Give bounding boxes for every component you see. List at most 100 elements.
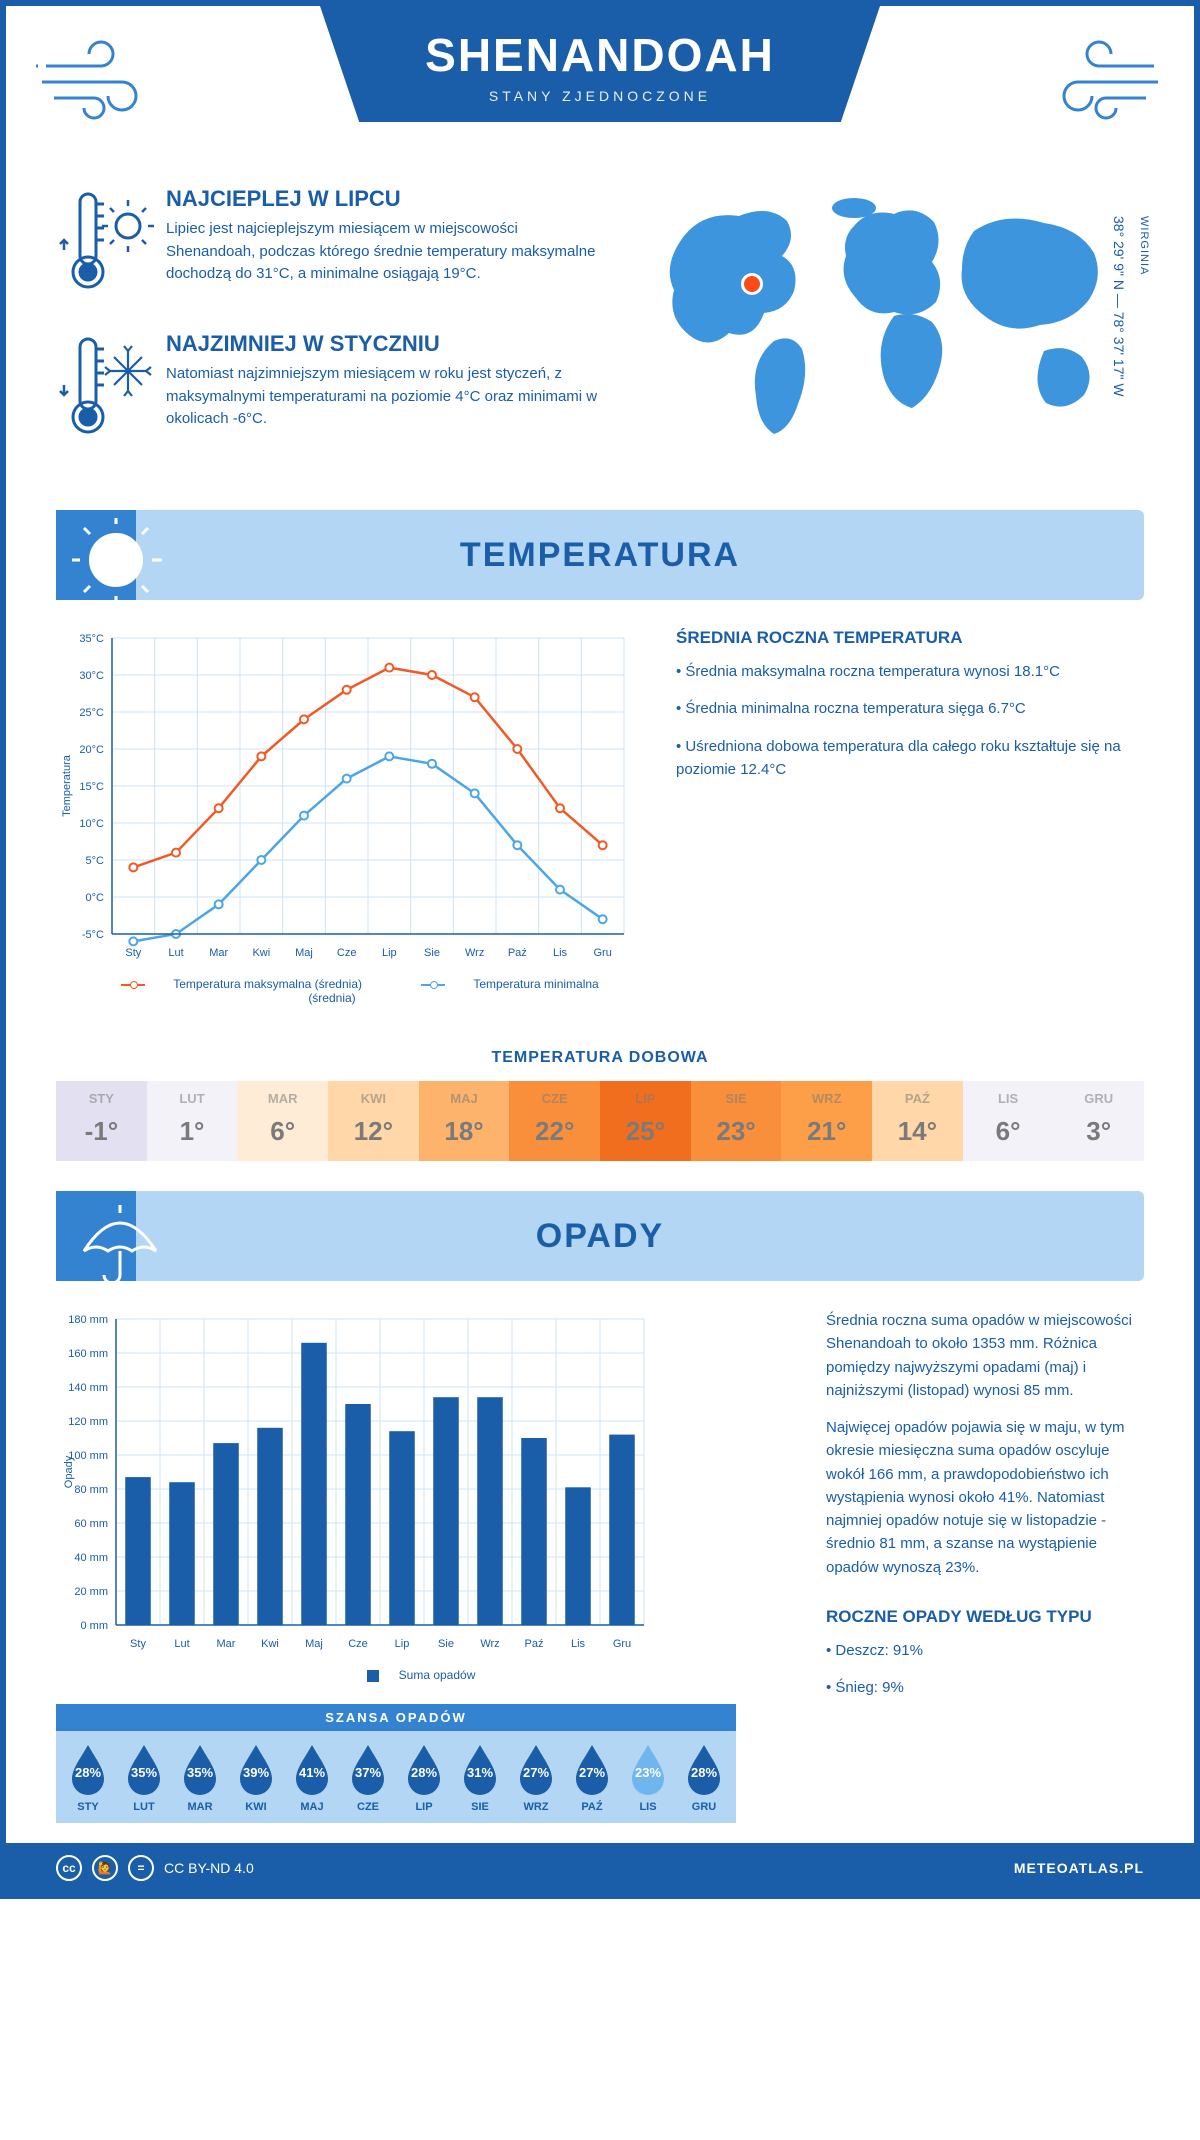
nd-icon: =: [128, 1855, 154, 1881]
temperature-summary: ŚREDNIA ROCZNA TEMPERATURA • Średnia mak…: [636, 628, 1144, 1005]
umbrella-icon: [70, 1199, 170, 1289]
svg-text:Kwi: Kwi: [252, 947, 270, 959]
svg-text:35°C: 35°C: [79, 633, 104, 645]
svg-text:Lis: Lis: [553, 947, 568, 959]
daily-temp-cell: CZE22°: [509, 1081, 600, 1161]
precip-summary: Średnia roczna suma opadów w miejscowośc…: [786, 1309, 1144, 1823]
svg-text:180 mm: 180 mm: [68, 1314, 108, 1326]
svg-text:Wrz: Wrz: [480, 1638, 499, 1650]
svg-text:Kwi: Kwi: [261, 1638, 279, 1650]
chart-legend: Suma opadów: [56, 1668, 786, 1682]
svg-text:40 mm: 40 mm: [74, 1552, 108, 1564]
svg-text:Cze: Cze: [348, 1638, 368, 1650]
svg-text:Gru: Gru: [613, 1638, 631, 1650]
rain-chance-cell: 39% KWI: [228, 1743, 284, 1813]
svg-text:Sty: Sty: [130, 1638, 146, 1650]
footer: cc 🙋 = CC BY-ND 4.0 METEOATLAS.PL: [6, 1843, 1194, 1893]
svg-text:10°C: 10°C: [79, 818, 104, 830]
rain-chance-cell: 27% WRZ: [508, 1743, 564, 1813]
page-subtitle: STANY ZJEDNOCZONE: [320, 88, 880, 104]
fact-hot: NAJCIEPLEJ W LIPCU Lipiec jest najcieple…: [56, 186, 604, 301]
cc-icon: cc: [56, 1855, 82, 1881]
rain-chance-band: SZANSA OPADÓW 28% STY 35% LUT 35% MAR 39…: [56, 1704, 736, 1823]
daily-temp-cell: PAŹ14°: [872, 1081, 963, 1161]
rain-chance-cell: 37% CZE: [340, 1743, 396, 1813]
rain-chance-cell: 35% MAR: [172, 1743, 228, 1813]
daily-temp-cell: LUT1°: [147, 1081, 238, 1161]
wind-icon: [36, 36, 156, 131]
svg-text:0 mm: 0 mm: [81, 1620, 109, 1632]
license-text: CC BY-ND 4.0: [164, 1860, 254, 1876]
section-header-temperature: TEMPERATURA: [56, 510, 1144, 600]
svg-text:20°C: 20°C: [79, 744, 104, 756]
by-icon: 🙋: [92, 1855, 118, 1881]
daily-temp-cell: LIS6°: [963, 1081, 1054, 1161]
svg-text:160 mm: 160 mm: [68, 1348, 108, 1360]
daily-temp-table: STY-1°LUT1°MAR6°KWI12°MAJ18°CZE22°LIP25°…: [56, 1081, 1144, 1161]
svg-text:120 mm: 120 mm: [68, 1416, 108, 1428]
thermometer-cold-icon: [56, 331, 166, 446]
fact-cold-title: NAJZIMNIEJ W STYCZNIU: [166, 331, 604, 357]
svg-text:Temperatura: Temperatura: [61, 754, 73, 817]
rain-chance-cell: 27% PAŹ: [564, 1743, 620, 1813]
rain-chance-cell: 35% LUT: [116, 1743, 172, 1813]
section-header-precip: OPADY: [56, 1191, 1144, 1281]
svg-text:Wrz: Wrz: [465, 947, 484, 959]
daily-temp-cell: STY-1°: [56, 1081, 147, 1161]
map-coords: WIRGINIA 38° 29' 9" N — 78° 37' 17" W: [1106, 216, 1156, 397]
section-title: OPADY: [536, 1217, 664, 1256]
wind-icon: [1044, 36, 1164, 131]
daily-temp-cell: GRU3°: [1053, 1081, 1144, 1161]
svg-text:Opady: Opady: [63, 1455, 75, 1488]
svg-text:Maj: Maj: [305, 1638, 323, 1650]
svg-text:80 mm: 80 mm: [74, 1484, 108, 1496]
svg-text:Paź: Paź: [508, 947, 527, 959]
rain-chance-cell: 31% SIE: [452, 1743, 508, 1813]
facts-row: NAJCIEPLEJ W LIPCU Lipiec jest najcieple…: [6, 166, 1194, 496]
svg-text:Lip: Lip: [382, 947, 397, 959]
rain-chance-cell: 41% MAJ: [284, 1743, 340, 1813]
svg-text:140 mm: 140 mm: [68, 1382, 108, 1394]
thermometer-hot-icon: [56, 186, 166, 301]
world-map: WIRGINIA 38° 29' 9" N — 78° 37' 17" W: [644, 186, 1144, 476]
daily-temp-title: TEMPERATURA DOBOWA: [6, 1049, 1194, 1067]
svg-text:-5°C: -5°C: [82, 929, 104, 941]
svg-text:Lip: Lip: [395, 1638, 410, 1650]
svg-text:Cze: Cze: [337, 947, 357, 959]
precipitation-bar-chart: 0 mm20 mm40 mm60 mm80 mm100 mm120 mm140 …: [56, 1309, 656, 1659]
svg-text:Lut: Lut: [174, 1638, 189, 1650]
fact-cold-text: Natomiast najzimniejszym miesiącem w rok…: [166, 363, 604, 431]
temperature-line-chart: -5°C0°C5°C10°C15°C20°C25°C30°C35°CStyLut…: [56, 628, 636, 968]
fact-cold: NAJZIMNIEJ W STYCZNIU Natomiast najzimni…: [56, 331, 604, 446]
daily-temp-cell: MAR6°: [237, 1081, 328, 1161]
map-marker: [744, 276, 760, 292]
svg-text:25°C: 25°C: [79, 707, 104, 719]
daily-temp-cell: SIE23°: [691, 1081, 782, 1161]
daily-temp-cell: LIP25°: [600, 1081, 691, 1161]
svg-text:20 mm: 20 mm: [74, 1586, 108, 1598]
svg-text:Paź: Paź: [525, 1638, 544, 1650]
page-title: SHENANDOAH: [320, 28, 880, 82]
header: SHENANDOAH STANY ZJEDNOCZONE: [6, 6, 1194, 166]
rain-chance-cell: 23% LIS: [620, 1743, 676, 1813]
fact-hot-text: Lipiec jest najcieplejszym miesiącem w m…: [166, 218, 604, 286]
section-title: TEMPERATURA: [460, 536, 740, 575]
svg-text:Sie: Sie: [438, 1638, 454, 1650]
rain-chance-cell: 28% LIP: [396, 1743, 452, 1813]
svg-text:Maj: Maj: [295, 947, 313, 959]
svg-text:Gru: Gru: [593, 947, 611, 959]
rain-chance-cell: 28% STY: [60, 1743, 116, 1813]
svg-text:0°C: 0°C: [86, 892, 105, 904]
svg-text:Lut: Lut: [168, 947, 183, 959]
chart-legend: Temperatura maksymalna (średnia) Tempera…: [56, 977, 636, 1005]
daily-temp-cell: KWI12°: [328, 1081, 419, 1161]
svg-text:60 mm: 60 mm: [74, 1518, 108, 1530]
daily-temp-cell: WRZ21°: [781, 1081, 872, 1161]
sun-icon: [70, 518, 170, 608]
rain-chance-cell: 28% GRU: [676, 1743, 732, 1813]
daily-temp-cell: MAJ18°: [419, 1081, 510, 1161]
svg-text:Sty: Sty: [125, 947, 141, 959]
svg-text:30°C: 30°C: [79, 670, 104, 682]
site-name: METEOATLAS.PL: [1014, 1860, 1144, 1876]
svg-text:Mar: Mar: [217, 1638, 236, 1650]
